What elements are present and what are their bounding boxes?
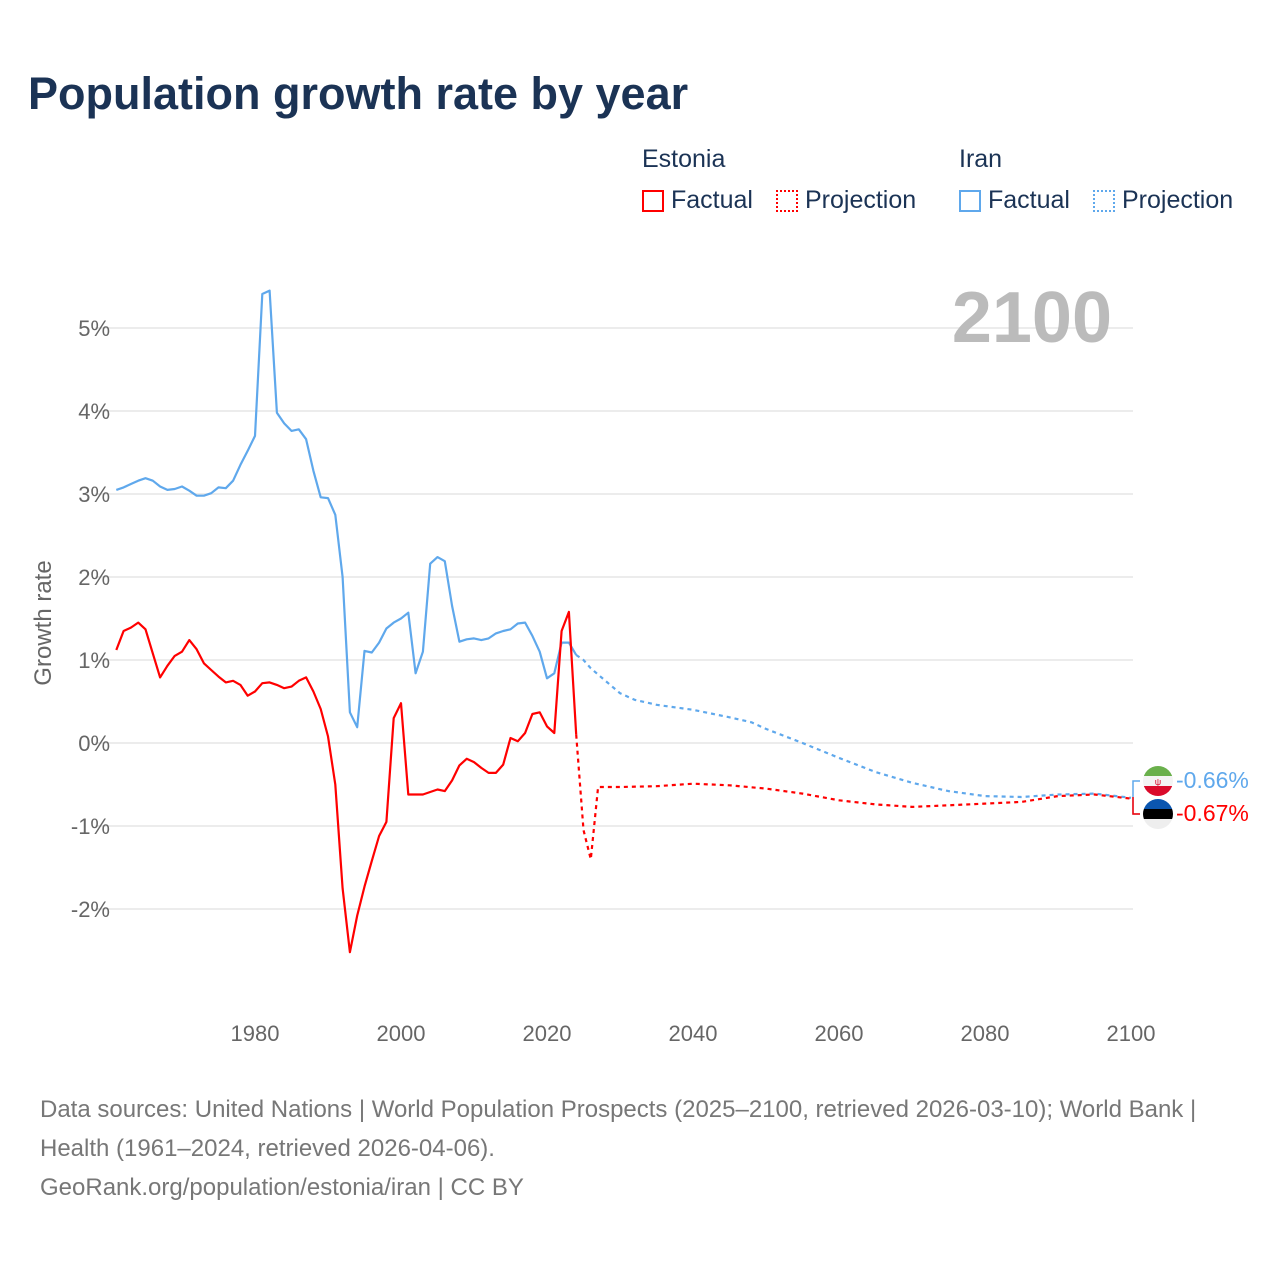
legend-swatch-dotted bbox=[776, 189, 798, 212]
legend-group-iran: Iran bbox=[959, 145, 1003, 173]
legend-label: Factual bbox=[988, 186, 1070, 214]
legend-iran-factual[interactable]: Factual bbox=[959, 186, 1070, 215]
iran-factual-line bbox=[115, 289, 578, 729]
estonia-flag-icon bbox=[1143, 799, 1173, 829]
legend-label: Projection bbox=[1122, 186, 1234, 214]
legend-swatch-solid bbox=[959, 189, 981, 212]
legend-estonia-projection[interactable]: Projection bbox=[776, 186, 916, 215]
x-tick-label: 2060 bbox=[815, 1021, 864, 1046]
iran-projection-line bbox=[575, 654, 1132, 799]
page-title: Population growth rate by year bbox=[28, 68, 689, 119]
estonia-projection-line bbox=[575, 734, 1132, 861]
legend-swatch-dotted bbox=[1093, 189, 1115, 212]
y-tick-label: 2% bbox=[78, 565, 110, 590]
svg-text:ψ: ψ bbox=[1155, 777, 1161, 787]
estonia-label-connector bbox=[1132, 797, 1140, 815]
y-tick-label: 1% bbox=[78, 648, 110, 673]
data-sources: Data sources: United Nations | World Pop… bbox=[40, 1090, 1240, 1207]
iran-flag-icon: ψ bbox=[1143, 766, 1173, 796]
estonia-factual-line bbox=[115, 610, 578, 954]
x-tick-label: 1980 bbox=[231, 1021, 280, 1046]
x-tick-label: 2020 bbox=[523, 1021, 572, 1046]
iran-end-value: -0.66% bbox=[1176, 767, 1249, 793]
sources-text: Data sources: United Nations | World Pop… bbox=[40, 1096, 1197, 1162]
legend-swatch-solid bbox=[642, 189, 664, 212]
y-tick-label: 4% bbox=[78, 399, 110, 424]
legend-estonia-factual[interactable]: Factual bbox=[642, 186, 753, 215]
y-tick-label: 5% bbox=[78, 316, 110, 341]
iran-label-connector bbox=[1132, 780, 1140, 815]
x-tick-label: 2100 bbox=[1107, 1021, 1156, 1046]
legend-group-estonia: Estonia bbox=[642, 145, 726, 173]
y-tick-label: 0% bbox=[78, 731, 110, 756]
legend-label: Projection bbox=[805, 186, 917, 214]
legend-label: Factual bbox=[671, 186, 753, 214]
attribution-link[interactable]: GeoRank.org/population/estonia/iran | CC… bbox=[40, 1174, 524, 1201]
x-tick-label: 2040 bbox=[669, 1021, 718, 1046]
legend-iran-projection[interactable]: Projection bbox=[1093, 186, 1233, 215]
estonia-end-value: -0.67% bbox=[1176, 800, 1249, 826]
y-tick-label: -1% bbox=[71, 814, 110, 839]
y-axis-label: Growth rate bbox=[30, 560, 57, 685]
x-tick-label: 2000 bbox=[377, 1021, 426, 1046]
x-tick-label: 2080 bbox=[961, 1021, 1010, 1046]
year-label: 2100 bbox=[952, 278, 1112, 358]
y-tick-label: 3% bbox=[78, 482, 110, 507]
y-tick-label: -2% bbox=[71, 897, 110, 922]
